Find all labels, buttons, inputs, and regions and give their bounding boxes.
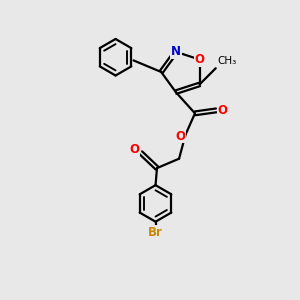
Text: O: O (218, 104, 228, 117)
Text: O: O (129, 143, 139, 156)
Text: CH₃: CH₃ (217, 56, 236, 66)
Text: O: O (175, 130, 185, 142)
Text: Br: Br (148, 226, 163, 239)
Text: N: N (171, 45, 181, 58)
Text: O: O (194, 53, 205, 66)
